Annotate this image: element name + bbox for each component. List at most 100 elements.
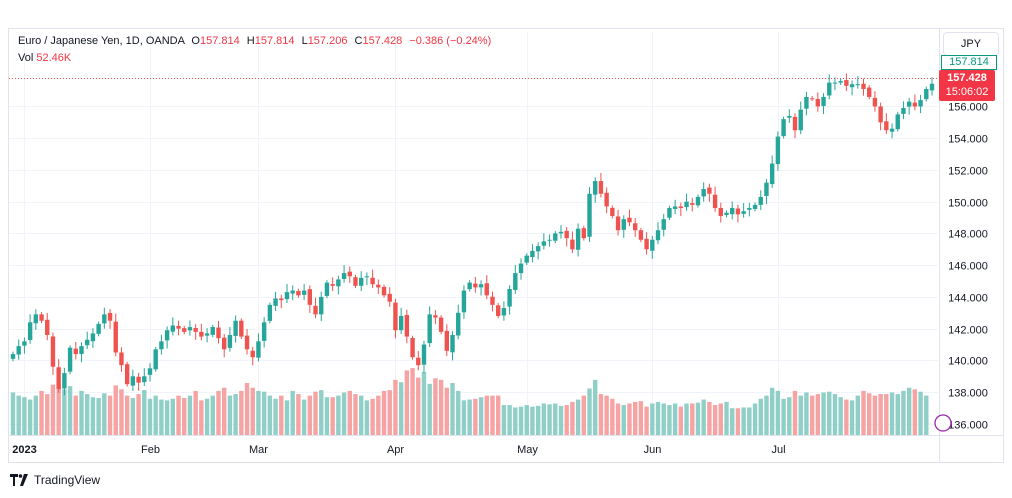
volume-bar: [604, 395, 609, 435]
candle-body: [901, 108, 906, 114]
volume-bar: [564, 405, 569, 435]
candle: [678, 202, 684, 217]
volume-bar: [535, 405, 541, 435]
candle-body: [290, 290, 295, 294]
candle: [341, 265, 347, 283]
candle-body: [370, 277, 375, 285]
high-value: 157.814: [254, 35, 295, 47]
candle: [124, 361, 130, 387]
candle: [204, 328, 210, 343]
volume-bar: [644, 406, 649, 435]
candle-body: [39, 314, 44, 321]
candle: [615, 209, 621, 236]
candle: [581, 225, 587, 241]
volume-bar: [244, 383, 250, 435]
volume-bar: [336, 395, 341, 435]
candle-body: [279, 298, 284, 301]
volume-bar: [50, 384, 56, 435]
candle-body: [347, 271, 352, 277]
volume-bar: [735, 408, 741, 435]
y-tick-label: 144.000: [948, 293, 988, 305]
volume-bar: [912, 389, 918, 435]
currency-button[interactable]: JPY: [943, 32, 999, 56]
candle: [398, 307, 404, 335]
candle-body: [535, 246, 541, 252]
candle-body: [627, 217, 632, 223]
candle-body: [570, 239, 575, 250]
candle: [912, 94, 918, 111]
volume-bar: [221, 387, 227, 435]
volume-bar: [153, 395, 158, 435]
scroll-to-realtime-button[interactable]: [934, 414, 952, 432]
candle-body: [142, 376, 147, 383]
candle: [490, 291, 495, 312]
candle: [735, 204, 741, 223]
candle-body: [85, 339, 90, 346]
volume-bar: [79, 390, 84, 435]
volume-bar: [684, 403, 689, 435]
y-tick-label: 154.000: [948, 134, 988, 146]
candle-body: [307, 289, 313, 305]
volume-bar: [530, 406, 535, 435]
candle: [553, 231, 558, 244]
symbol-title: Euro / Japanese Yen, 1D, OANDA: [18, 35, 185, 47]
candle-body: [541, 241, 547, 246]
candle: [547, 234, 552, 247]
candle-body: [621, 219, 626, 230]
volume-bar: [690, 403, 695, 435]
candle: [769, 155, 775, 188]
volume-bar: [284, 400, 290, 435]
volume-bar: [701, 399, 706, 435]
candle-body: [364, 276, 370, 278]
candle-body: [906, 101, 912, 107]
candle-body: [182, 328, 187, 332]
candle: [421, 340, 427, 373]
candle-body: [16, 346, 21, 355]
volume-bar: [438, 379, 444, 435]
candle: [358, 271, 364, 292]
volume-bar: [712, 405, 718, 435]
candle-body: [632, 223, 638, 231]
y-tick-label: 136.000: [948, 420, 988, 432]
y-tick-label: 146.000: [948, 261, 988, 273]
candle-body: [832, 82, 838, 84]
volume-bar: [615, 403, 621, 435]
candle: [610, 205, 615, 219]
candle-body: [187, 327, 193, 331]
candle: [102, 307, 107, 329]
volume-bar: [473, 398, 478, 435]
volume-bar: [142, 390, 147, 435]
candle: [667, 205, 672, 221]
candle: [290, 285, 295, 301]
x-tick-label: May: [517, 444, 538, 456]
candle-body: [724, 212, 729, 216]
volume-bar: [358, 395, 364, 435]
candle: [199, 323, 204, 341]
candle: [775, 131, 781, 171]
volume-bar: [107, 395, 113, 435]
candle: [638, 227, 644, 243]
candle: [598, 172, 604, 198]
candle-body: [558, 231, 564, 234]
volume-bar: [450, 383, 455, 435]
candle: [45, 313, 50, 341]
candle-body: [924, 88, 929, 100]
volume-bar: [307, 395, 313, 435]
candle: [62, 367, 67, 396]
candle-body: [610, 207, 615, 216]
candle: [16, 339, 21, 360]
volume-bar: [416, 377, 421, 435]
tradingview-logo[interactable]: TradingView: [10, 473, 100, 487]
candle: [50, 332, 56, 375]
candle: [85, 331, 90, 349]
volume-bar: [901, 390, 906, 435]
candle: [535, 242, 541, 260]
x-tick-label: Feb: [141, 444, 160, 456]
candle-body: [672, 206, 678, 209]
candle-body: [210, 327, 215, 335]
volume-bar: [815, 394, 821, 435]
candle-body: [655, 230, 661, 241]
candle: [364, 272, 370, 286]
x-tick-label: Jul: [771, 444, 785, 456]
